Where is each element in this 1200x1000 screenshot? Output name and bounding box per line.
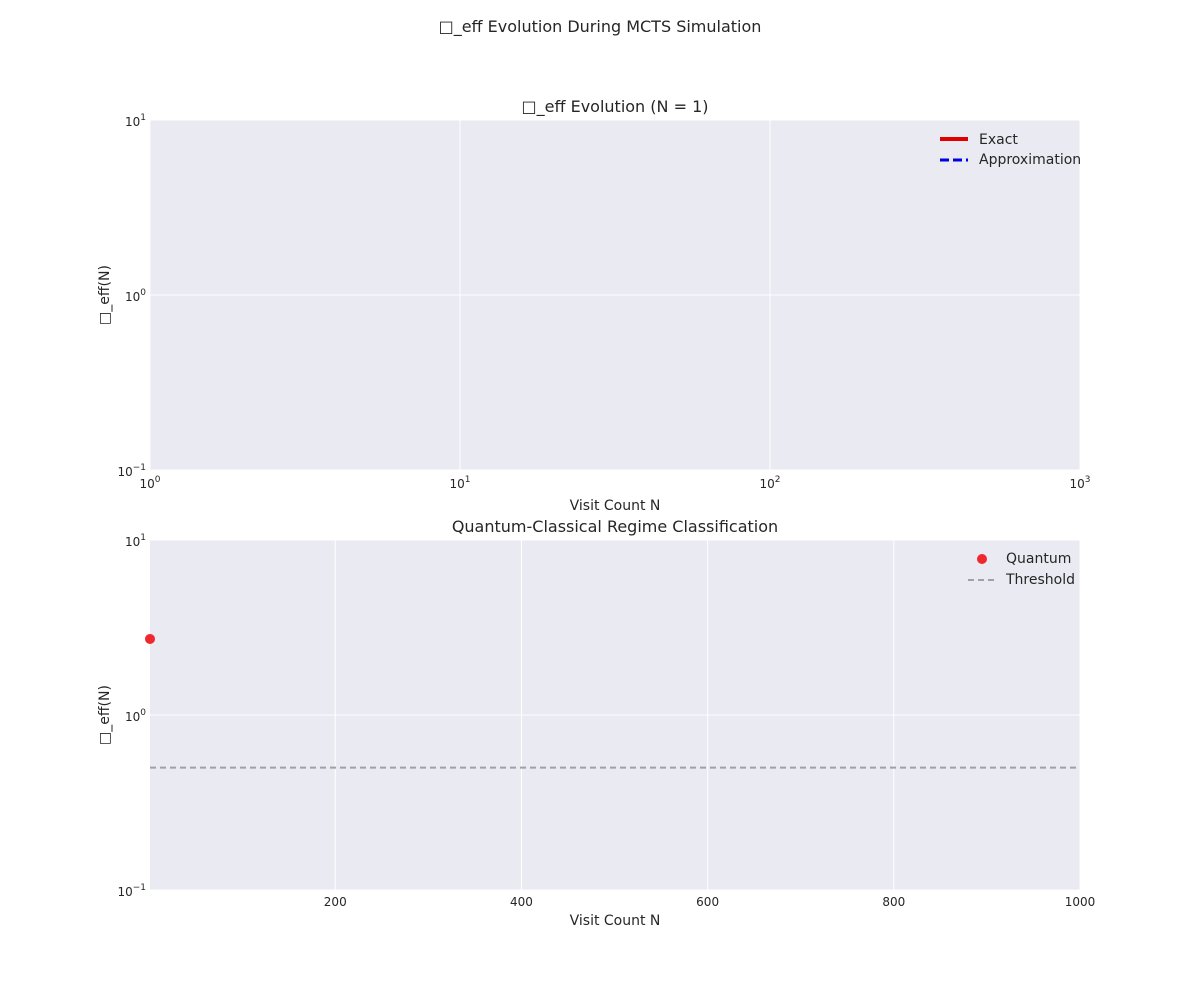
legend-exact-label: Exact <box>979 132 1018 148</box>
legend-approximation-label: Approximation <box>979 152 1081 168</box>
x-tick-label: 600 <box>696 895 719 909</box>
x-tick-label: 400 <box>510 895 533 909</box>
regime-ylabel: □_eff(N) <box>97 685 113 745</box>
regime-ticks: 200 400 600 800 1000 10−1 100 101 <box>117 533 1095 909</box>
y-tick-label: 101 <box>125 113 146 129</box>
regime-title: Quantum-Classical Regime Classification <box>452 517 778 536</box>
regime-series <box>145 633 1080 769</box>
regime-grid <box>150 539 1081 891</box>
quantum-point <box>145 633 155 644</box>
evolution-ylabel: □_eff(N) <box>97 265 113 325</box>
regime-legend: Quantum Threshold <box>968 551 1075 588</box>
legend-quantum-label: Quantum <box>1006 551 1071 567</box>
y-tick-label: 10−1 <box>117 463 146 479</box>
x-tick-label: 800 <box>882 895 905 909</box>
figure-suptitle: □_eff Evolution During MCTS Simulation <box>439 17 762 37</box>
x-tick-label: 102 <box>759 475 780 491</box>
x-tick-label: 100 <box>139 475 160 491</box>
y-tick-label: 100 <box>125 288 146 304</box>
x-tick-label: 103 <box>1069 475 1090 491</box>
regime-xlabel: Visit Count N <box>570 913 661 929</box>
x-tick-label: 1000 <box>1065 895 1096 909</box>
evolution-grid <box>149 119 1081 471</box>
evolution-title: □_eff Evolution (N = 1) <box>522 97 709 117</box>
y-tick-label: 101 <box>125 533 146 549</box>
y-tick-label: 10−1 <box>117 883 146 899</box>
y-tick-label: 100 <box>125 708 146 724</box>
evolution-legend: Exact Approximation <box>940 132 1081 168</box>
regime-panel: 200 400 600 800 1000 10−1 100 101 Quantum-Class… <box>97 517 1095 929</box>
legend-quantum-swatch <box>977 554 987 564</box>
x-tick-label: 101 <box>449 475 470 491</box>
x-tick-label: 200 <box>324 895 347 909</box>
legend-threshold-label: Threshold <box>1005 572 1075 588</box>
evolution-xlabel: Visit Count N <box>570 498 661 514</box>
